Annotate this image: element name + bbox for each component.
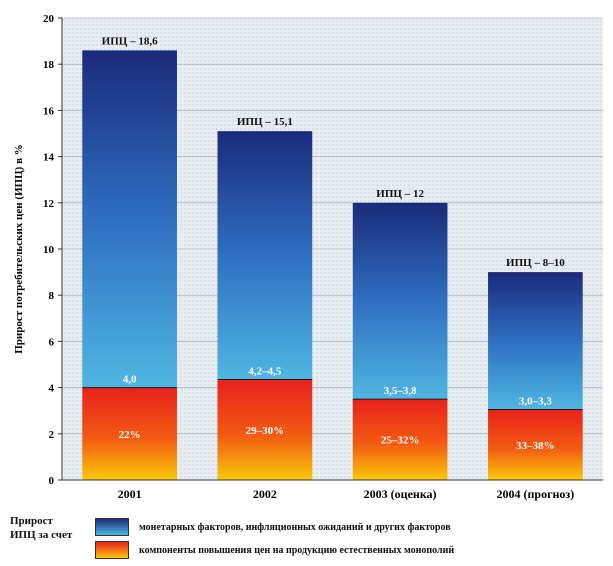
bar-monopolies	[82, 387, 177, 480]
legend-swatch-blue	[95, 518, 129, 536]
y-tick-label: 16	[43, 105, 55, 117]
category-label: 2003 (оценка)	[364, 487, 437, 501]
bar-monetary	[217, 131, 313, 380]
boundary-label: 4,2–4,5	[248, 366, 282, 378]
share-label: 25–32%	[381, 435, 420, 447]
y-tick-label: 14	[43, 152, 55, 164]
bar-monopolies	[488, 409, 583, 480]
y-tick-label: 18	[43, 59, 55, 71]
boundary-label: 3,0–3,3	[519, 396, 553, 408]
y-axis-label: Прирост потребительских цен (ИПЦ) в %	[13, 144, 25, 354]
y-tick-label: 8	[49, 290, 55, 302]
bars: ИПЦ – 18,6 4,0 22% ИПЦ – 15,1 4,2–4,5 29–30% И…	[82, 35, 583, 480]
bar-monetary	[488, 272, 583, 410]
category-label: 2001	[118, 487, 142, 501]
bar-monetary	[82, 50, 177, 388]
bar-monopolies	[352, 399, 448, 480]
legend-item-monopolies: компоненты повышения цен на продукцию ес…	[95, 540, 454, 560]
share-label: 22%	[119, 429, 141, 441]
total-label: ИПЦ – 18,6	[102, 35, 158, 47]
bar-monetary	[352, 202, 448, 400]
y-tick-label: 12	[43, 198, 55, 210]
y-tick-label: 0	[49, 475, 55, 487]
category-label: 2004 (прогноз)	[496, 487, 574, 501]
legend-item-monetary: монетарных факторов, инфляционных ожидан…	[95, 517, 451, 537]
boundary-label: 3,5–3,8	[384, 385, 418, 397]
share-label: 33–38%	[516, 440, 555, 452]
legend: Прирост ИПЦ за счет монетарных факторов,…	[0, 508, 613, 566]
bar-monopolies	[217, 379, 313, 480]
y-tick-label: 4	[49, 383, 55, 395]
y-tick-label: 20	[43, 13, 55, 25]
y-tick-label: 10	[43, 244, 55, 256]
total-label: ИПЦ – 12	[376, 188, 424, 200]
legend-label-monopolies: компоненты повышения цен на продукцию ес…	[139, 544, 455, 556]
total-label: ИПЦ – 8–10	[506, 257, 565, 269]
total-label: ИПЦ – 15,1	[237, 116, 293, 128]
legend-label-monetary: монетарных факторов, инфляционных ожидан…	[139, 521, 451, 533]
y-tick-label: 2	[49, 429, 55, 441]
legend-swatch-red	[95, 541, 129, 559]
y-tick-label: 6	[49, 336, 55, 348]
share-label: 29–30%	[246, 425, 285, 437]
category-labels: 2001 2002 2003 (оценка) 2004 (прогноз)	[118, 487, 575, 501]
boundary-label: 4,0	[123, 374, 137, 386]
category-label: 2002	[253, 487, 277, 501]
legend-title: Прирост ИПЦ за счет	[10, 515, 73, 541]
y-axis-ticks: 0 2 4 6 8 10 12 14 16 18 20	[43, 13, 62, 487]
